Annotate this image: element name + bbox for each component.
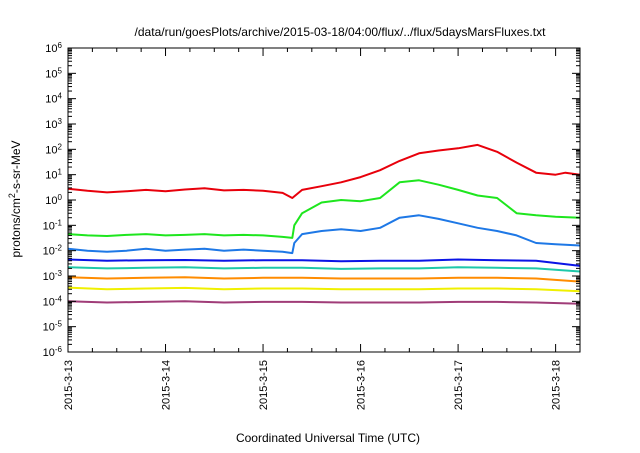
series-line-6 [67, 286, 581, 293]
y-tick-label-1: 10-5 [43, 319, 63, 334]
y-tick-label-8: 102 [45, 142, 62, 157]
y-tick-label-3: 10-3 [43, 269, 63, 284]
series-line-5 [67, 276, 581, 283]
x-tick-label-2: 2015-3-15 [258, 360, 270, 410]
x-tick-label-3: 2015-3-16 [356, 360, 368, 410]
y-tick-label-6: 100 [45, 193, 62, 208]
x-tick-label-4: 2015-3-17 [453, 360, 465, 410]
series-line-2 [67, 214, 581, 255]
series-layer [67, 143, 581, 305]
plot-frame [67, 47, 581, 353]
y-tick-label-11: 105 [45, 66, 62, 81]
y-axis-label: protons/cm2-s-sr-MeV [7, 140, 23, 257]
x-tick-label-0: 2015-3-13 [63, 360, 75, 410]
y-tick-label-5: 10-1 [43, 218, 63, 233]
y-tick-label-4: 10-2 [43, 243, 63, 258]
y-tick-label-9: 103 [45, 117, 62, 132]
series-line-0 [67, 143, 581, 199]
y-tick-label-10: 104 [45, 91, 62, 106]
y-axis-label-base: protons/cm [9, 198, 23, 257]
x-axis-label: Coordinated Universal Time (UTC) [236, 431, 420, 445]
y-axis-label-sup: 2 [7, 193, 17, 198]
x-tick-label-5: 2015-3-18 [551, 360, 563, 410]
y-tick-label-12: 106 [45, 41, 62, 56]
x-tick-label-1: 2015-3-14 [161, 360, 173, 410]
series-line-7 [67, 300, 581, 305]
series-line-1 [67, 179, 581, 239]
y-tick-label-0: 10-6 [43, 345, 63, 360]
y-tick-label-2: 10-4 [43, 294, 63, 309]
series-line-3 [67, 258, 581, 267]
y-tick-label-7: 101 [45, 167, 62, 182]
chart-title: /data/run/goesPlots/archive/2015-03-18/0… [135, 25, 547, 39]
series-line-4 [67, 266, 581, 273]
y-axis-label-rest: -s-sr-MeV [9, 140, 23, 193]
axes-layer: 10-6 10-5 10-4 10-3 10-2 10-1 100 101 102 103 104 1… [43, 41, 581, 410]
